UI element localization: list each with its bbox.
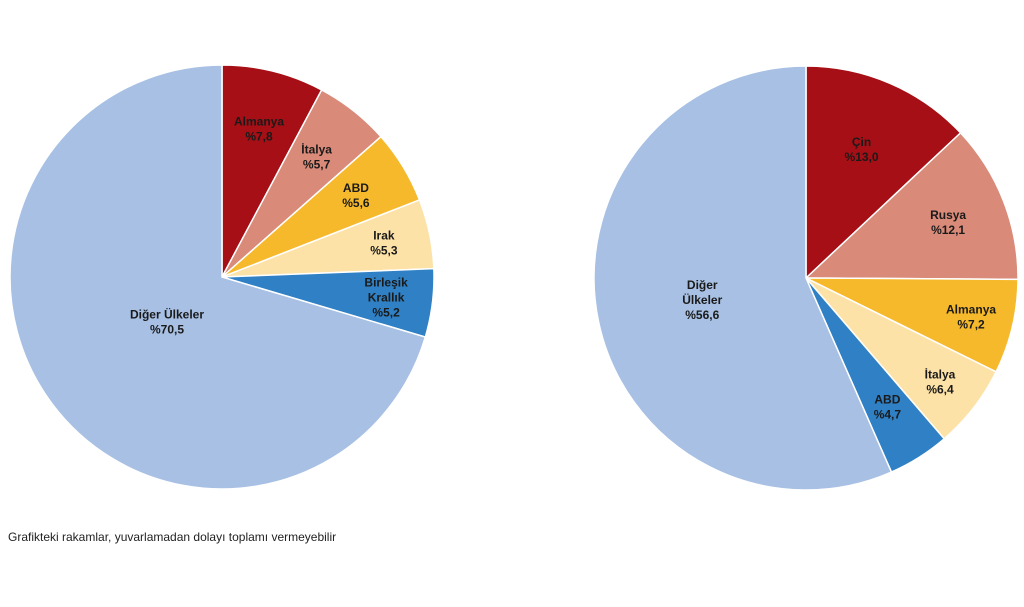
slice-label: Almanya %7,8 bbox=[234, 114, 284, 143]
footnote: Grafikteki rakamlar, yuvarlamadan dolayı… bbox=[8, 530, 337, 544]
pie-slice bbox=[221, 64, 323, 278]
slice-label: Çin %13,0 bbox=[845, 135, 879, 164]
pie-slice bbox=[804, 131, 1019, 281]
pie-chart-2: Çin %13,0 Rusya %12,1 Almanya %7,2 İtalya %6,4 A… bbox=[593, 65, 1019, 491]
pie-slice bbox=[593, 65, 893, 491]
slice-label: Irak %5,3 bbox=[370, 229, 398, 258]
slice-label: İtalya %6,4 bbox=[925, 366, 956, 396]
slice-label: İtalya %5,7 bbox=[301, 142, 332, 172]
slice-label: Rusya %12,1 bbox=[930, 208, 966, 237]
slice-label: Birleşik Krallık %5,2 bbox=[364, 275, 408, 319]
pie-slice bbox=[805, 65, 962, 280]
slice-label: Diğer Ülkeler %56,6 bbox=[682, 278, 722, 322]
slice-label: ABD %4,7 bbox=[874, 393, 902, 422]
pie-slice bbox=[9, 64, 427, 490]
slice-label: Diğer Ülkeler %70,5 bbox=[130, 307, 204, 337]
slice-label: ABD %5,6 bbox=[342, 181, 370, 210]
slice-label: Almanya %7,2 bbox=[946, 303, 996, 332]
